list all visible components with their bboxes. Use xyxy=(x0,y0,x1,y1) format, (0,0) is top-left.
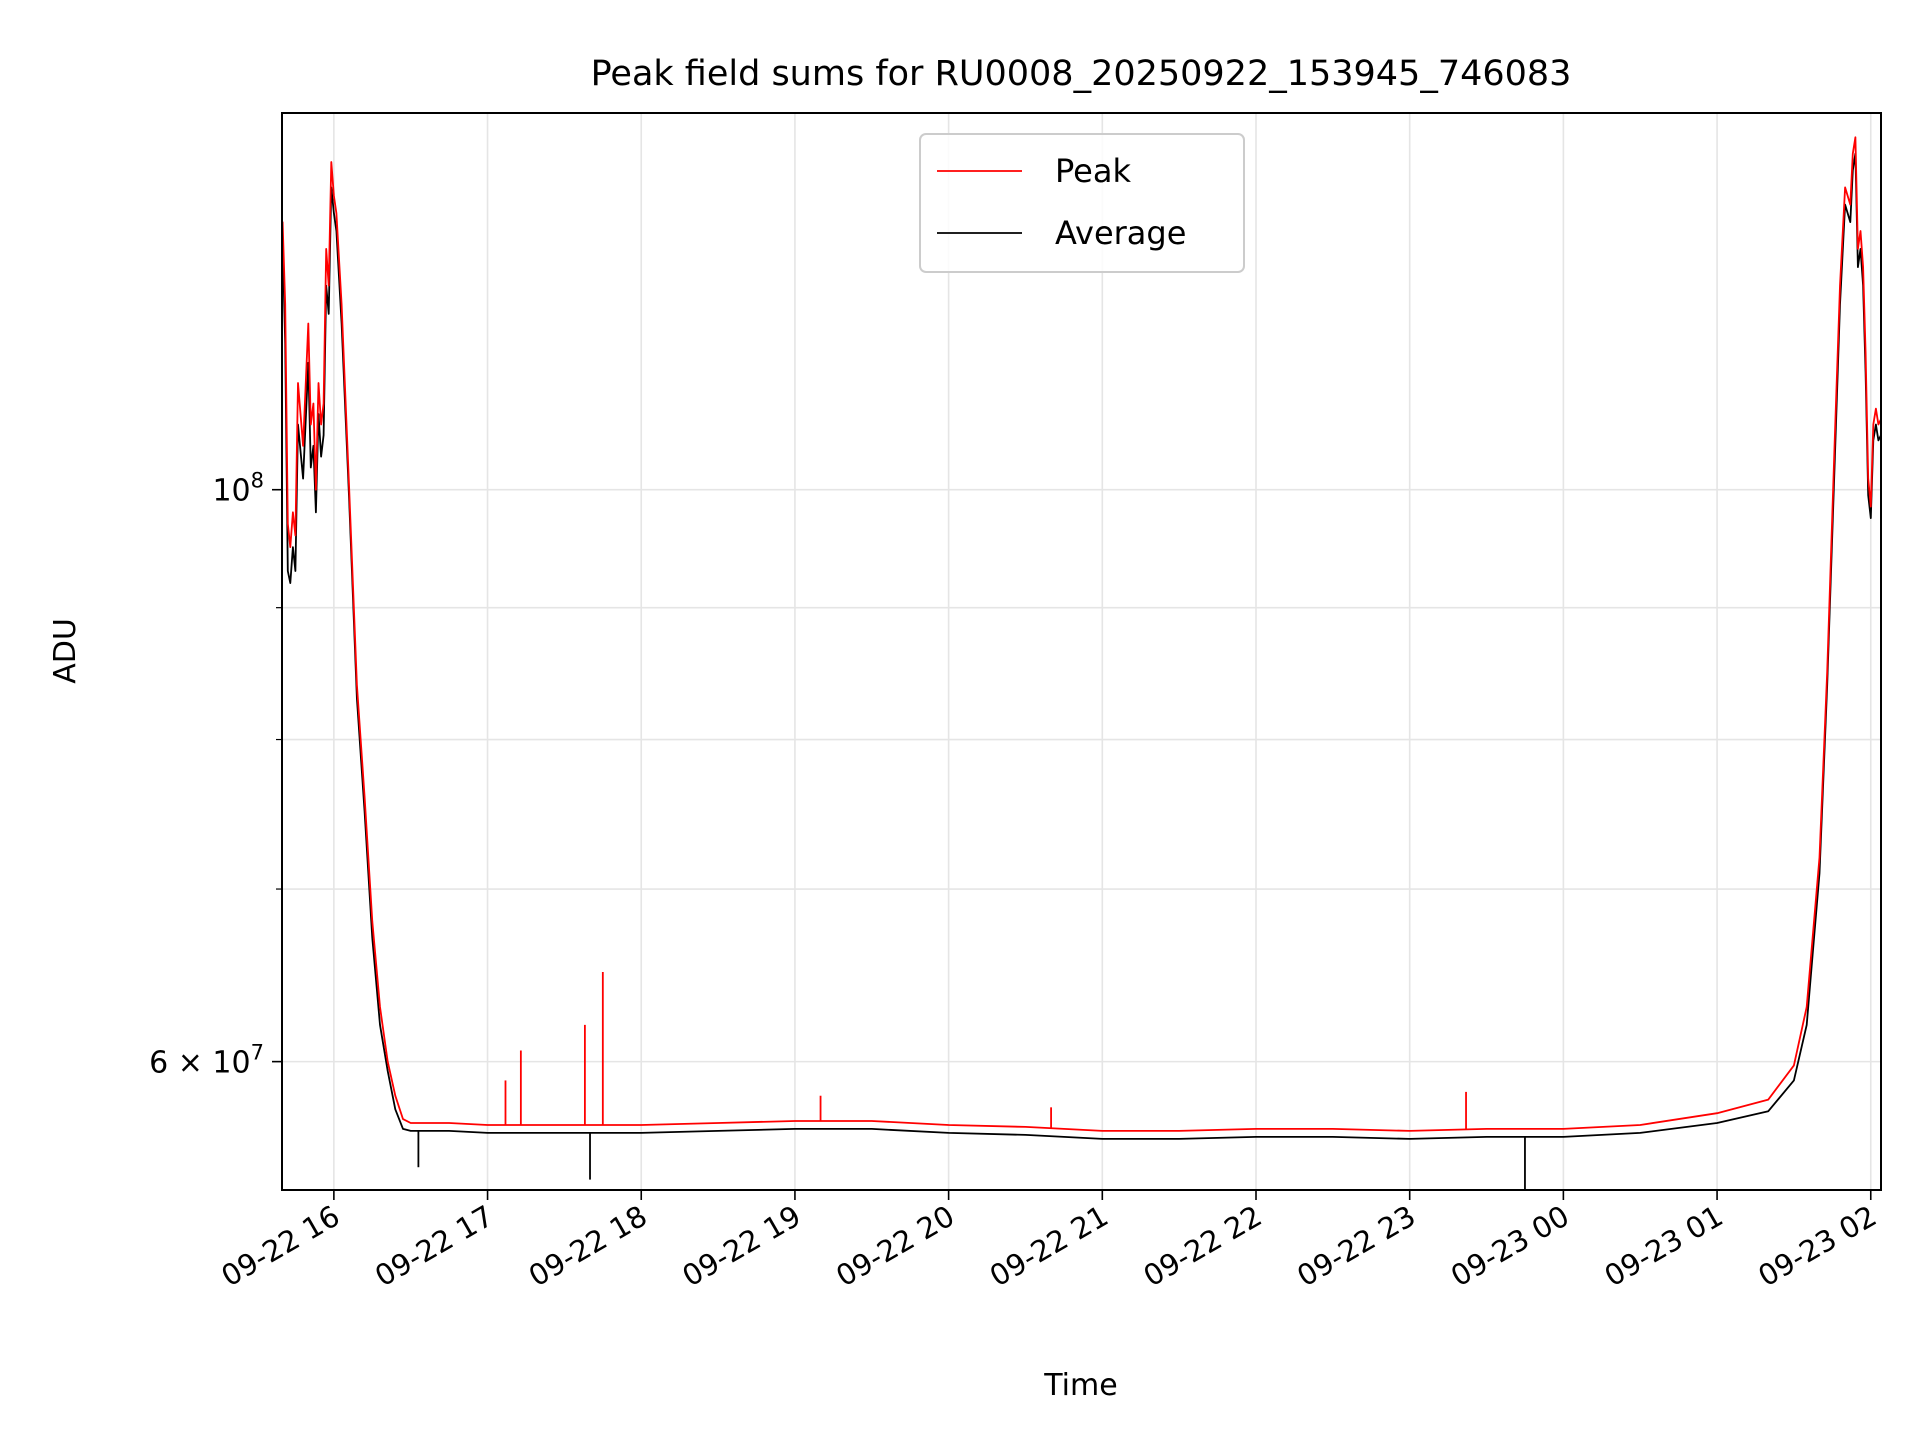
legend-box xyxy=(919,133,1245,273)
y-tick-label: 108 xyxy=(212,469,264,509)
y-tick-label: 6 × 107 xyxy=(149,1041,264,1081)
grid-lines xyxy=(282,113,1881,1190)
series-line-peak xyxy=(282,136,1881,1132)
plot-frame xyxy=(281,112,1882,1191)
legend: Peak Average xyxy=(919,133,1245,273)
chart-title: Peak field sums for RU0008_20250922_1539… xyxy=(591,54,1572,94)
legend-average-label: Average xyxy=(1055,214,1186,252)
y-axis-label: ADU xyxy=(48,618,83,684)
legend-peak-label: Peak xyxy=(1055,152,1131,190)
x-axis-label: Time xyxy=(1043,1368,1117,1403)
y-axis: 108 6 × 107 xyxy=(149,469,282,1081)
series-layer xyxy=(282,136,1881,1190)
